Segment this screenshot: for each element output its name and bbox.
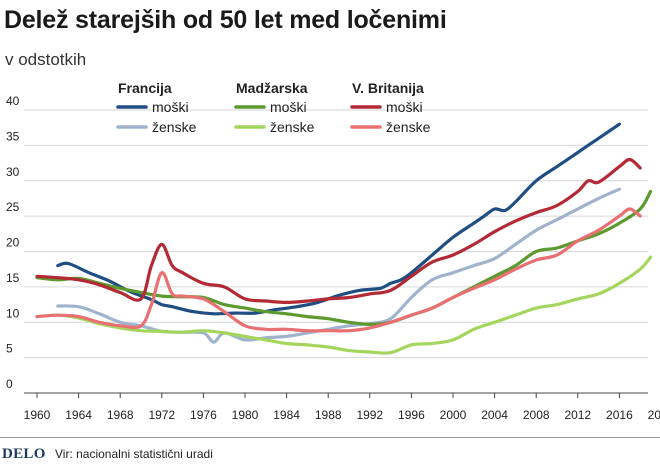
legend: Francija moški ženske Madžarska moški ženske V… bbox=[116, 80, 431, 135]
series-line-0 bbox=[56, 122, 621, 316]
x-tick-label: 2004 bbox=[481, 408, 508, 422]
x-tick-label: 1984 bbox=[273, 408, 300, 422]
x-tick-label: 2020 bbox=[648, 408, 660, 422]
x-tick-label: 2016 bbox=[606, 408, 633, 422]
source-note: Vir: nacionalni statistični uradi bbox=[55, 447, 213, 461]
series-line-4 bbox=[35, 157, 642, 304]
y-tick-label: 20 bbox=[6, 236, 20, 250]
grid-layer bbox=[24, 109, 648, 394]
chart-subtitle: v odstotkih bbox=[5, 50, 87, 69]
x-tick-label: 1996 bbox=[398, 408, 425, 422]
x-tick-label: 2012 bbox=[564, 408, 591, 422]
series-line-3 bbox=[35, 255, 653, 355]
series-line-5 bbox=[35, 207, 642, 333]
y-tick-label: 40 bbox=[6, 94, 20, 108]
legend-country-title: Francija bbox=[118, 80, 172, 96]
legend-label: moški bbox=[152, 99, 189, 115]
y-tick-label: 5 bbox=[6, 342, 13, 356]
brand-logo: DELO bbox=[2, 446, 46, 462]
legend-label: moški bbox=[270, 99, 307, 115]
x-tick-label: 1972 bbox=[148, 408, 175, 422]
y-tick-label: 25 bbox=[6, 200, 20, 214]
y-tick-label: 15 bbox=[6, 271, 20, 285]
series-layer bbox=[35, 122, 653, 355]
x-tick-label: 1980 bbox=[232, 408, 259, 422]
y-tick-label: 10 bbox=[6, 306, 20, 320]
x-tick-label: 1988 bbox=[315, 408, 342, 422]
x-tick-label: 1960 bbox=[24, 408, 51, 422]
legend-label: ženske bbox=[386, 119, 431, 135]
legend-label: ženske bbox=[152, 119, 197, 135]
x-tick-label: 1976 bbox=[190, 408, 217, 422]
x-tick-label: 2008 bbox=[523, 408, 550, 422]
y-tick-label: 30 bbox=[6, 165, 20, 179]
legend-label: moški bbox=[386, 99, 423, 115]
x-tick-label: 1964 bbox=[65, 408, 92, 422]
footer-divider bbox=[0, 437, 660, 438]
legend-country-title: Madžarska bbox=[236, 80, 308, 96]
y-tick-layer: 0 5 10 15 20 25 30 35 40 bbox=[6, 94, 20, 391]
x-tick-label: 2000 bbox=[440, 408, 467, 422]
chart-title: Delež starejših od 50 let med ločenimi bbox=[4, 6, 447, 34]
y-tick-label: 0 bbox=[6, 377, 13, 391]
x-tick-label: 1992 bbox=[356, 408, 383, 422]
x-tick-layer: 1960 1964 1968 1972 1976 1980 1984 1988 1992 1996… bbox=[24, 393, 660, 422]
series-line-2 bbox=[35, 189, 653, 326]
x-tick-label: 1968 bbox=[107, 408, 134, 422]
legend-country-title: V. Britanija bbox=[352, 80, 424, 96]
y-tick-label: 35 bbox=[6, 129, 20, 143]
legend-label: ženske bbox=[270, 119, 315, 135]
